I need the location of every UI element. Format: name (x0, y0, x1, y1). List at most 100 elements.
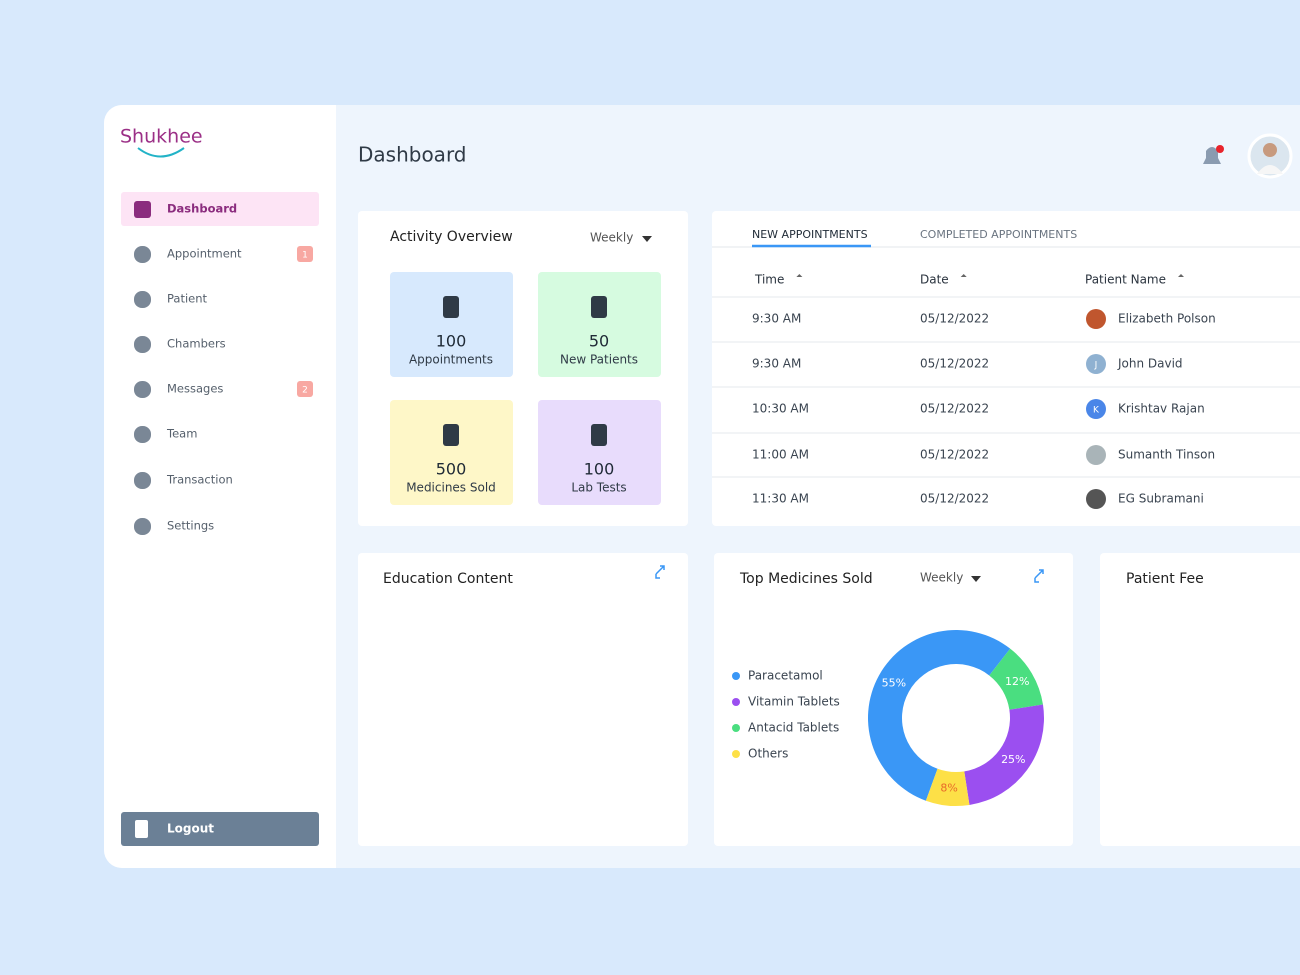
cell-time: 10:30 AM (752, 402, 809, 416)
dropdown-caret (971, 576, 981, 582)
menu-icon (134, 291, 151, 308)
avatar-initial: K (1093, 406, 1100, 416)
sort-icon (796, 274, 803, 277)
cell-name: John David (1117, 357, 1183, 371)
stat-value: 100 (584, 460, 615, 479)
legend-dot (732, 698, 740, 706)
tab[interactable]: COMPLETED APPOINTMENTS (920, 228, 1077, 241)
cell-name: Sumanth Tinson (1118, 448, 1215, 462)
patient-avatar (1086, 399, 1106, 419)
column-header[interactable]: Date (920, 273, 949, 287)
expand-icon[interactable] (1034, 569, 1044, 583)
donut-segment (868, 630, 1011, 801)
cell-date: 05/12/2022 (920, 402, 989, 416)
segment-label: 25% (1001, 753, 1025, 766)
stat-icon (443, 424, 459, 446)
patient-fee-card (1100, 553, 1300, 846)
stat-value: 500 (436, 460, 467, 479)
dropdown-caret (642, 236, 652, 242)
patient-fee-title: Patient Fee (1126, 571, 1204, 587)
stat-card[interactable] (390, 272, 513, 377)
menu-label[interactable]: Team (166, 427, 197, 441)
menu-icon (134, 246, 151, 263)
menu-icon (134, 336, 151, 353)
cell-name: Krishtav Rajan (1118, 402, 1205, 416)
menu-label[interactable]: Patient (167, 292, 208, 306)
appointments-card (712, 211, 1300, 526)
legend-label: Antacid Tablets (748, 721, 839, 735)
stat-label: Medicines Sold (406, 481, 496, 495)
tab-active[interactable]: NEW APPOINTMENTS (752, 228, 868, 241)
legend-label: Others (748, 747, 788, 761)
stat-icon (443, 296, 459, 318)
legend-label: Vitamin Tablets (748, 695, 840, 709)
column-header[interactable]: Patient Name (1085, 273, 1166, 287)
avatar-face (1263, 143, 1277, 157)
active-menu-bg (121, 192, 319, 226)
brand-logo: Shukhee (120, 126, 203, 148)
period-select[interactable]: Weekly (920, 571, 963, 585)
column-header[interactable]: Time (754, 273, 784, 287)
education-title: Education Content (383, 571, 513, 587)
stat-label: Appointments (409, 353, 493, 367)
segment-label: 8% (940, 782, 957, 795)
cell-date: 05/12/2022 (920, 357, 989, 371)
segment-label: 55% (882, 677, 906, 690)
menu-label[interactable]: Settings (167, 519, 214, 533)
patient-avatar (1086, 489, 1106, 509)
stat-value: 100 (436, 332, 467, 351)
legend-dot (732, 724, 740, 732)
donut-segment (989, 648, 1043, 710)
stat-card[interactable] (538, 400, 661, 505)
stat-value: 50 (589, 332, 609, 351)
menu-label[interactable]: Dashboard (167, 202, 237, 216)
logout-icon (135, 820, 148, 838)
menu-label[interactable]: Chambers (167, 337, 226, 351)
menu-icon (134, 472, 151, 489)
badge (297, 246, 313, 262)
education-card (358, 553, 688, 846)
donut-chart: Paracetamol Vitamin Tablets Antacid Tablet… (732, 630, 1044, 807)
appointments-table: Time Date Patient Name 9:30 AM 05/12/2022 Eli… (712, 273, 1300, 509)
stat-card[interactable] (538, 272, 661, 377)
menu-label[interactable]: Appointment (167, 247, 242, 261)
cell-time: 11:30 AM (752, 492, 809, 506)
patient-avatar (1086, 445, 1106, 465)
stat-icon (591, 296, 607, 318)
donut-segment (964, 704, 1044, 805)
cell-date: 05/12/2022 (920, 492, 989, 506)
badge-count: 1 (302, 251, 308, 261)
logout-button[interactable] (121, 812, 319, 846)
menu: Dashboard Appointment 1 Patient Chambers Mess… (134, 201, 313, 535)
sort-icon (960, 274, 967, 277)
cell-time: 11:00 AM (752, 448, 809, 462)
notification-dot (1216, 145, 1224, 153)
menu-icon (134, 426, 151, 443)
activity-cards: 100 Appointments 50 New Patients 500 Medicine… (390, 272, 661, 505)
cell-name: EG Subramani (1118, 492, 1204, 506)
patient-avatar (1086, 354, 1106, 374)
menu-icon (134, 201, 151, 218)
cell-date: 05/12/2022 (920, 312, 989, 326)
patient-avatar (1086, 309, 1106, 329)
menu-icon (134, 381, 151, 398)
notification-bell[interactable] (1203, 147, 1221, 164)
donut-segment (925, 768, 970, 807)
expand-icon[interactable] (655, 565, 665, 579)
avatar-coat (1257, 165, 1283, 174)
cell-time: 9:30 AM (752, 312, 801, 326)
cell-name: Elizabeth Polson (1118, 312, 1216, 326)
medicines-title: Top Medicines Sold (739, 571, 873, 587)
page-title: Dashboard (358, 143, 467, 167)
stat-card[interactable] (390, 400, 513, 505)
menu-label[interactable]: Messages (167, 382, 223, 396)
logout-label[interactable]: Logout (167, 822, 214, 836)
period-select[interactable]: Weekly (590, 231, 633, 245)
legend-dot (732, 750, 740, 758)
app-window: Shukhee Dashboard Appointment 1 Patient Cham… (104, 105, 1300, 868)
menu-label[interactable]: Transaction (166, 473, 233, 487)
sort-icon (1178, 274, 1184, 277)
activity-title: Activity Overview (390, 229, 513, 245)
avatar-initial: J (1094, 361, 1098, 371)
